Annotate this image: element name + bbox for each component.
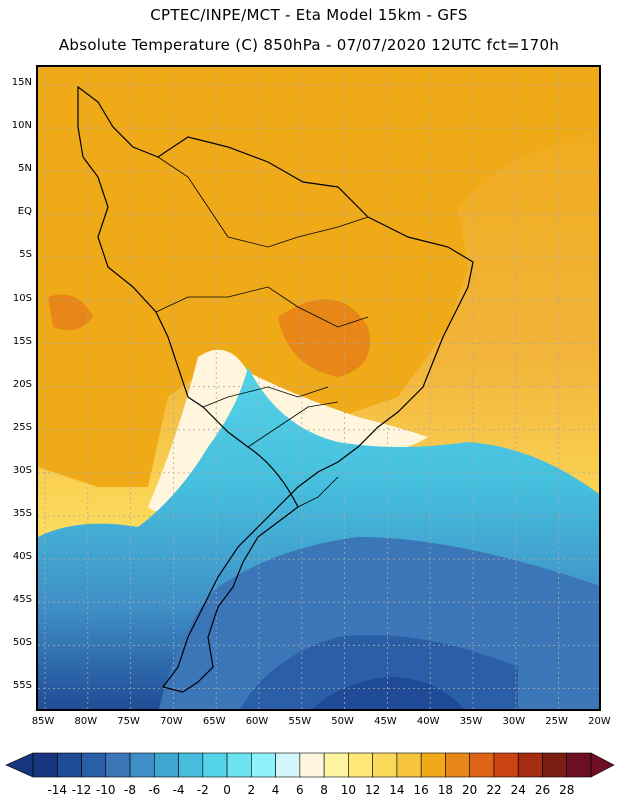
latitude-label: 35S — [12, 508, 32, 519]
latitude-label: 45S — [12, 594, 32, 606]
latitude-label: 30S — [12, 464, 32, 476]
colorbar-swatch — [32, 752, 58, 778]
colorbar-level-label: 28 — [559, 783, 575, 797]
colorbar-level-label: -10 — [95, 783, 116, 797]
longitude-label: 80W — [74, 716, 98, 727]
colorbar-swatch — [396, 752, 422, 778]
colorbar-level-label: 8 — [320, 783, 328, 797]
colorbar-swatch — [372, 752, 398, 778]
lat-lon-grid — [38, 67, 599, 709]
colorbar-level-label: 22 — [486, 783, 502, 797]
colorbar-under-arrow — [5, 752, 34, 778]
colorbar-level-label: -4 — [172, 783, 185, 797]
colorbar-swatch — [420, 752, 446, 778]
country-borders — [155, 156, 369, 508]
longitude-label: 70W — [160, 716, 183, 727]
south-america-outline — [77, 85, 474, 693]
latitude-label: 15S — [12, 335, 32, 347]
colorbar-swatch — [154, 752, 179, 778]
colorbar-swatch — [566, 752, 592, 778]
longitude-label: 85W — [31, 716, 55, 727]
colorbar-level-label: 24 — [510, 783, 526, 797]
colorbar-level-label: 16 — [413, 783, 429, 797]
longitude-label: 30W — [502, 716, 526, 727]
colorbar-swatch — [323, 752, 349, 778]
colorbar-level-label: 6 — [296, 783, 304, 797]
colorbar-level-label: -14 — [47, 783, 68, 797]
colorbar-level-label: 26 — [534, 783, 551, 797]
colorbar-swatch — [542, 752, 568, 778]
colorbar-level-label: 20 — [462, 783, 478, 797]
colorbar-over-arrow — [590, 752, 615, 778]
longitude-label: 55W — [288, 716, 312, 727]
map-title-line-1: CPTEC/INPE/MCT - Eta Model 15km - GFS — [150, 6, 468, 24]
colorbar-swatch — [105, 752, 131, 778]
longitude-label: 60W — [245, 716, 269, 727]
colorbar-level-label: -6 — [148, 783, 161, 797]
latitude-label: 10S — [12, 292, 32, 304]
colorbar-swatch — [226, 752, 252, 778]
latitude-label: EQ — [17, 206, 32, 218]
latitude-label: 40S — [12, 551, 32, 563]
latitude-label: 10N — [11, 120, 32, 132]
colorbar-swatch — [299, 752, 325, 778]
colorbar-level-label: 0 — [223, 783, 231, 797]
longitude-label: 75W — [117, 716, 140, 727]
cold-core — [240, 635, 518, 709]
latitude-label: 50S — [12, 637, 32, 649]
longitude-label: 50W — [331, 716, 354, 727]
latitude-label: 15N — [11, 77, 32, 88]
colorbar-level-label: -12 — [71, 783, 92, 797]
colorbar-swatch — [56, 752, 82, 778]
map-canvas — [38, 67, 599, 709]
colorbar-swatch — [275, 752, 301, 778]
warm-land-core — [38, 67, 599, 487]
colorbar-level-label: 12 — [365, 783, 381, 797]
colorbar-level-label: 4 — [271, 783, 280, 797]
colorbar-swatch — [251, 752, 276, 778]
temperature-colorbar — [5, 752, 615, 778]
colorbar-swatch — [517, 752, 543, 778]
colorbar-swatch — [493, 752, 519, 778]
longitude-label: 45W — [374, 716, 397, 727]
hot-spot — [278, 299, 370, 377]
longitude-label: 40W — [416, 716, 440, 727]
latitude-label: 5N — [18, 163, 32, 175]
colorbar-level-label: -8 — [124, 783, 137, 797]
colorbar-swatch — [348, 752, 373, 778]
longitude-label: 20W — [588, 716, 611, 727]
colorbar-level-label: 14 — [389, 783, 405, 797]
coldest-core — [312, 677, 465, 709]
latitude-label: 20S — [12, 378, 32, 390]
colorbar-level-label: -2 — [196, 783, 209, 797]
colorbar-level-label: 18 — [437, 783, 454, 797]
colorbar-swatch — [469, 752, 495, 778]
temperature-map — [36, 65, 601, 711]
colorbar-swatch — [81, 752, 107, 778]
colorbar-level-label: 2 — [247, 783, 256, 797]
latitude-label: 55S — [12, 680, 32, 692]
hot-spot-west — [48, 294, 93, 331]
colorbar-swatch — [202, 752, 228, 778]
longitude-label: 35W — [459, 716, 483, 727]
colorbar-swatch — [445, 752, 470, 778]
longitude-label: 25W — [545, 716, 568, 727]
latitude-label: 25S — [12, 421, 32, 433]
colorbar-level-label: 10 — [340, 783, 357, 797]
latitude-label: 5S — [19, 249, 32, 261]
longitude-label: 65W — [202, 716, 226, 727]
colorbar-swatch — [178, 752, 204, 778]
colorbar-swatch — [129, 752, 155, 778]
map-title-line-2: Absolute Temperature (C) 850hPa - 07/07/… — [58, 36, 560, 54]
